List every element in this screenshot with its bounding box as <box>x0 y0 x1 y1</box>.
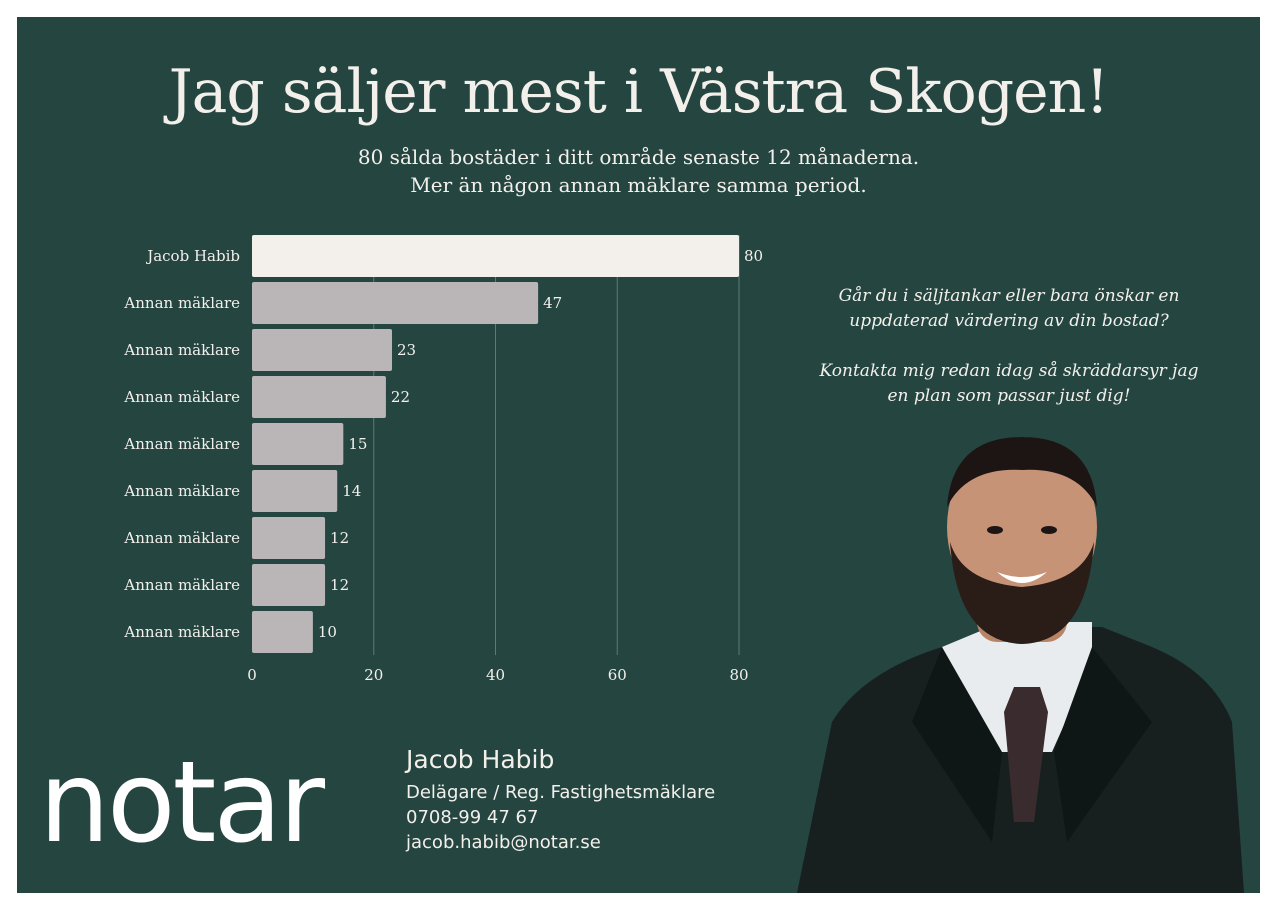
data-label: 12 <box>330 529 349 547</box>
portrait-eye-right <box>1041 526 1057 534</box>
data-label: 23 <box>397 341 416 359</box>
category-label: Annan mäklare <box>123 482 240 500</box>
data-label: 10 <box>318 623 337 641</box>
headline: Jag säljer mest i Västra Skogen! <box>168 57 1110 127</box>
portrait-head <box>947 437 1097 617</box>
bar <box>252 423 344 465</box>
subtitle-line-2: Mer än någon annan mäklare samma period. <box>410 173 867 197</box>
bar <box>252 235 739 277</box>
portrait-lapel-right <box>1054 647 1152 842</box>
sales-bar-chart: 0 20 40 60 80 Jacob Habib 80 Annan mäklare 47 Ann… <box>123 235 763 684</box>
category-label: Jacob Habib <box>145 247 240 265</box>
agent-name: Jacob Habib <box>406 745 555 774</box>
pitch-cta-line-1: Kontakta mig redan idag så skräddarsyr j… <box>819 361 1199 381</box>
bar <box>252 517 326 559</box>
category-label: Annan mäklare <box>123 529 240 547</box>
data-label: 15 <box>348 435 367 453</box>
bar <box>252 376 386 418</box>
category-label: Annan mäklare <box>123 341 240 359</box>
pitch-cta-line-2: en plan som passar just dig! <box>887 386 1131 406</box>
bar <box>252 329 393 371</box>
portrait-eye-left <box>987 526 1003 534</box>
data-label: 22 <box>391 388 410 406</box>
bar <box>252 564 326 606</box>
category-label: Annan mäklare <box>123 294 240 312</box>
bar <box>252 282 539 324</box>
notar-logo: notar <box>39 738 325 868</box>
pitch-call-to-action: Kontakta mig redan idag så skräddarsyr j… <box>799 359 1219 409</box>
portrait-tie <box>1004 687 1048 822</box>
category-label: Annan mäklare <box>123 435 240 453</box>
x-tick-label: 0 <box>247 666 257 684</box>
data-label: 12 <box>330 576 349 594</box>
portrait-smile <box>997 572 1047 583</box>
bar <box>252 470 338 512</box>
bar <box>252 611 313 653</box>
category-label: Annan mäklare <box>123 576 240 594</box>
flyer-card: Jag säljer mest i Västra Skogen! 80 såld… <box>17 17 1260 893</box>
x-tick-label: 20 <box>364 666 383 684</box>
x-tick-label: 60 <box>608 666 627 684</box>
portrait-beard <box>950 542 1094 644</box>
x-tick-label: 80 <box>729 666 748 684</box>
category-label: Annan mäklare <box>123 623 240 641</box>
agent-title: Delägare / Reg. Fastighetsmäklare <box>406 782 716 803</box>
x-tick-label: 40 <box>486 666 505 684</box>
data-label: 80 <box>744 247 763 265</box>
data-label: 47 <box>543 294 562 312</box>
pitch-question: Går du i säljtankar eller bara önskar en… <box>799 284 1219 334</box>
subtitle-line-1: 80 sålda bostäder i ditt område senaste … <box>357 145 920 169</box>
data-label: 14 <box>342 482 361 500</box>
agent-email[interactable]: jacob.habib@notar.se <box>406 832 601 853</box>
portrait-lapel-left <box>912 647 1002 842</box>
category-label: Annan mäklare <box>123 388 240 406</box>
pitch-question-line-2: uppdaterad värdering av din bostad? <box>849 311 1169 331</box>
portrait-hair <box>947 437 1097 507</box>
agent-phone[interactable]: 0708-99 47 67 <box>406 807 539 828</box>
agent-portrait <box>797 437 1244 893</box>
pitch-question-line-1: Går du i säljtankar eller bara önskar en <box>838 286 1180 306</box>
